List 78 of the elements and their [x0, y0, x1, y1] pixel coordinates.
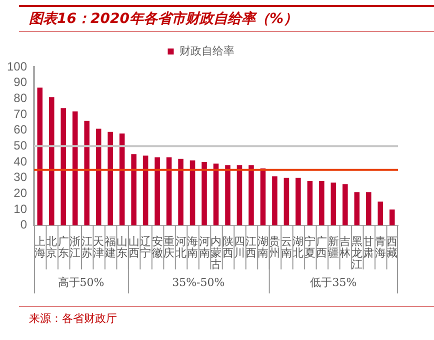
- source-note: 来源：各省财政厅: [19, 306, 434, 326]
- x-tick-label: 陕西: [222, 234, 234, 260]
- x-tick-label: 重庆: [164, 234, 175, 260]
- bar: [108, 132, 113, 226]
- x-tick-label: 广东: [58, 234, 69, 260]
- bar: [96, 128, 102, 226]
- x-tick-label: 吉林: [338, 234, 351, 260]
- y-tick-label: 10: [14, 202, 28, 216]
- bar: [142, 156, 148, 226]
- x-tick-label: 海南: [187, 234, 198, 260]
- x-tick-label: 内蒙古: [210, 234, 222, 272]
- x-tick-label: 广西: [316, 234, 328, 260]
- x-tick-label: 黑龙江: [351, 234, 362, 272]
- text: 高于50%: [58, 276, 104, 290]
- x-tick-label: 青海: [374, 234, 386, 260]
- bar: [202, 162, 207, 226]
- bar: [154, 157, 160, 226]
- x-tick-label: 四川: [234, 234, 245, 260]
- bar: [296, 178, 301, 226]
- bar: [330, 182, 336, 226]
- bar: [131, 154, 136, 226]
- bar: [354, 192, 360, 226]
- legend-label: 财政自给率: [179, 44, 234, 58]
- x-tick-label: 山西: [128, 234, 140, 260]
- bar: [366, 192, 372, 226]
- bar: [260, 168, 266, 226]
- y-tick-label: 30: [14, 170, 28, 184]
- y-tick-label: 90: [14, 75, 28, 90]
- bar: [272, 176, 278, 226]
- bar: [72, 111, 78, 226]
- x-tick-label: 上海: [34, 234, 46, 260]
- bar: [37, 88, 43, 226]
- x-tick-label: 北京: [46, 234, 58, 260]
- x-tick-label: 甘肃: [363, 234, 374, 260]
- bar: [378, 202, 384, 226]
- x-tick-label: 河南: [198, 234, 210, 260]
- y-tick-label: 100: [6, 59, 28, 74]
- bar: [178, 158, 184, 226]
- bar: [60, 108, 66, 226]
- bar: [225, 165, 230, 226]
- text: 35%-50%: [172, 276, 225, 290]
- x-tick-label: 江西: [246, 234, 257, 260]
- x-tick-label: 西藏: [386, 234, 398, 260]
- y-tick-label: 70: [14, 106, 28, 121]
- x-tick-label: 新疆: [328, 234, 339, 260]
- x-tick-label: 云南: [280, 234, 292, 260]
- y-tick-label: 50: [14, 138, 28, 152]
- text: 低于35%: [310, 276, 357, 290]
- x-tick-label: 辽宁: [140, 234, 152, 260]
- bar: [190, 160, 196, 226]
- bar: [166, 157, 172, 226]
- bar: [236, 165, 242, 226]
- x-tick-label: 江苏: [81, 234, 92, 260]
- bar: [389, 210, 395, 226]
- bar: [307, 181, 313, 226]
- y-tick-label: 80: [14, 90, 28, 105]
- bar: [342, 184, 348, 226]
- x-tick-label: 湖南: [257, 234, 268, 260]
- bar: [119, 134, 125, 226]
- x-tick-label: 河北: [175, 234, 186, 260]
- y-tick-label: 60: [14, 122, 28, 137]
- x-tick-label: 宁夏: [304, 234, 316, 260]
- x-tick-label: 安徽: [152, 234, 163, 260]
- bar: [84, 120, 90, 226]
- x-tick-label: 湖北: [292, 234, 304, 260]
- bar: [213, 164, 219, 226]
- chart-title: 图表16：2020年各省市财政自给率（%）: [19, 5, 434, 32]
- x-tick-label: 贵州: [269, 234, 280, 260]
- bar: [319, 181, 324, 226]
- x-tick-label: 浙江: [70, 234, 81, 260]
- bar: [284, 178, 290, 226]
- x-tick-label: 山东: [116, 234, 128, 260]
- y-tick-label: 0: [20, 218, 28, 232]
- bar: [48, 97, 54, 226]
- y-tick-label: 20: [14, 186, 28, 200]
- bar: [248, 165, 254, 226]
- y-tick-label: 40: [14, 154, 28, 168]
- x-tick-label: 天津: [93, 234, 104, 260]
